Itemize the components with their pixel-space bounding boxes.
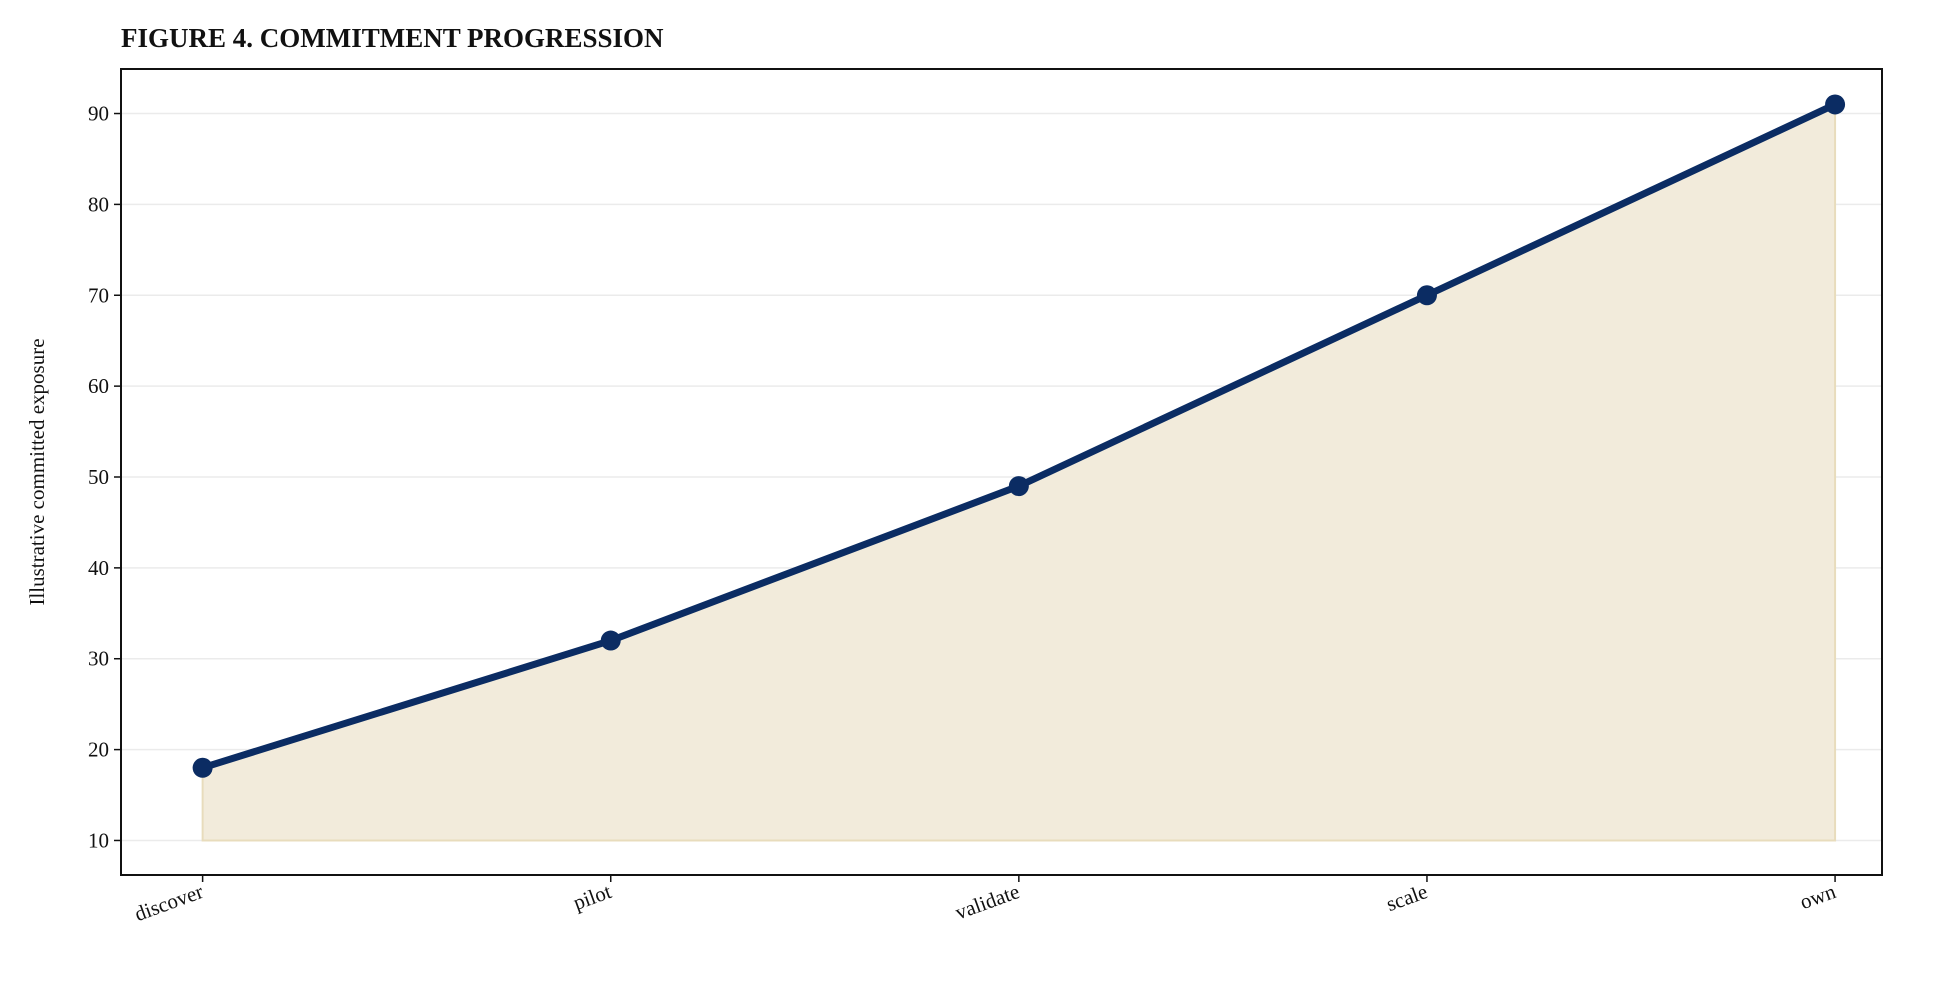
y-tick-label: 50 — [88, 465, 109, 489]
y-tick-label: 10 — [88, 828, 109, 852]
x-tick-label: scale — [1383, 879, 1431, 916]
y-tick-label: 70 — [88, 283, 109, 307]
x-tick-label: pilot — [570, 879, 615, 915]
marker — [1008, 476, 1029, 497]
y-tick-label: 90 — [88, 102, 109, 126]
x-tick-label: discover — [131, 879, 206, 926]
y-axis-label: Illustrative committed exposure — [25, 338, 49, 605]
marker — [1825, 94, 1846, 115]
plot-frame — [120, 68, 1883, 876]
x-tick-label: own — [1797, 879, 1840, 914]
marker — [192, 757, 213, 778]
y-tick-label: 60 — [88, 374, 109, 398]
y-tick-label: 20 — [88, 738, 109, 762]
y-tick-label: 80 — [88, 192, 109, 216]
y-tick-label: 30 — [88, 647, 109, 671]
y-tick-label: 40 — [88, 556, 109, 580]
chart-title: FIGURE 4. COMMITMENT PROGRESSION — [121, 23, 664, 53]
marker — [1416, 285, 1437, 306]
marker — [600, 630, 621, 651]
area — [201, 102, 1837, 842]
x-tick-label: validate — [952, 879, 1023, 924]
